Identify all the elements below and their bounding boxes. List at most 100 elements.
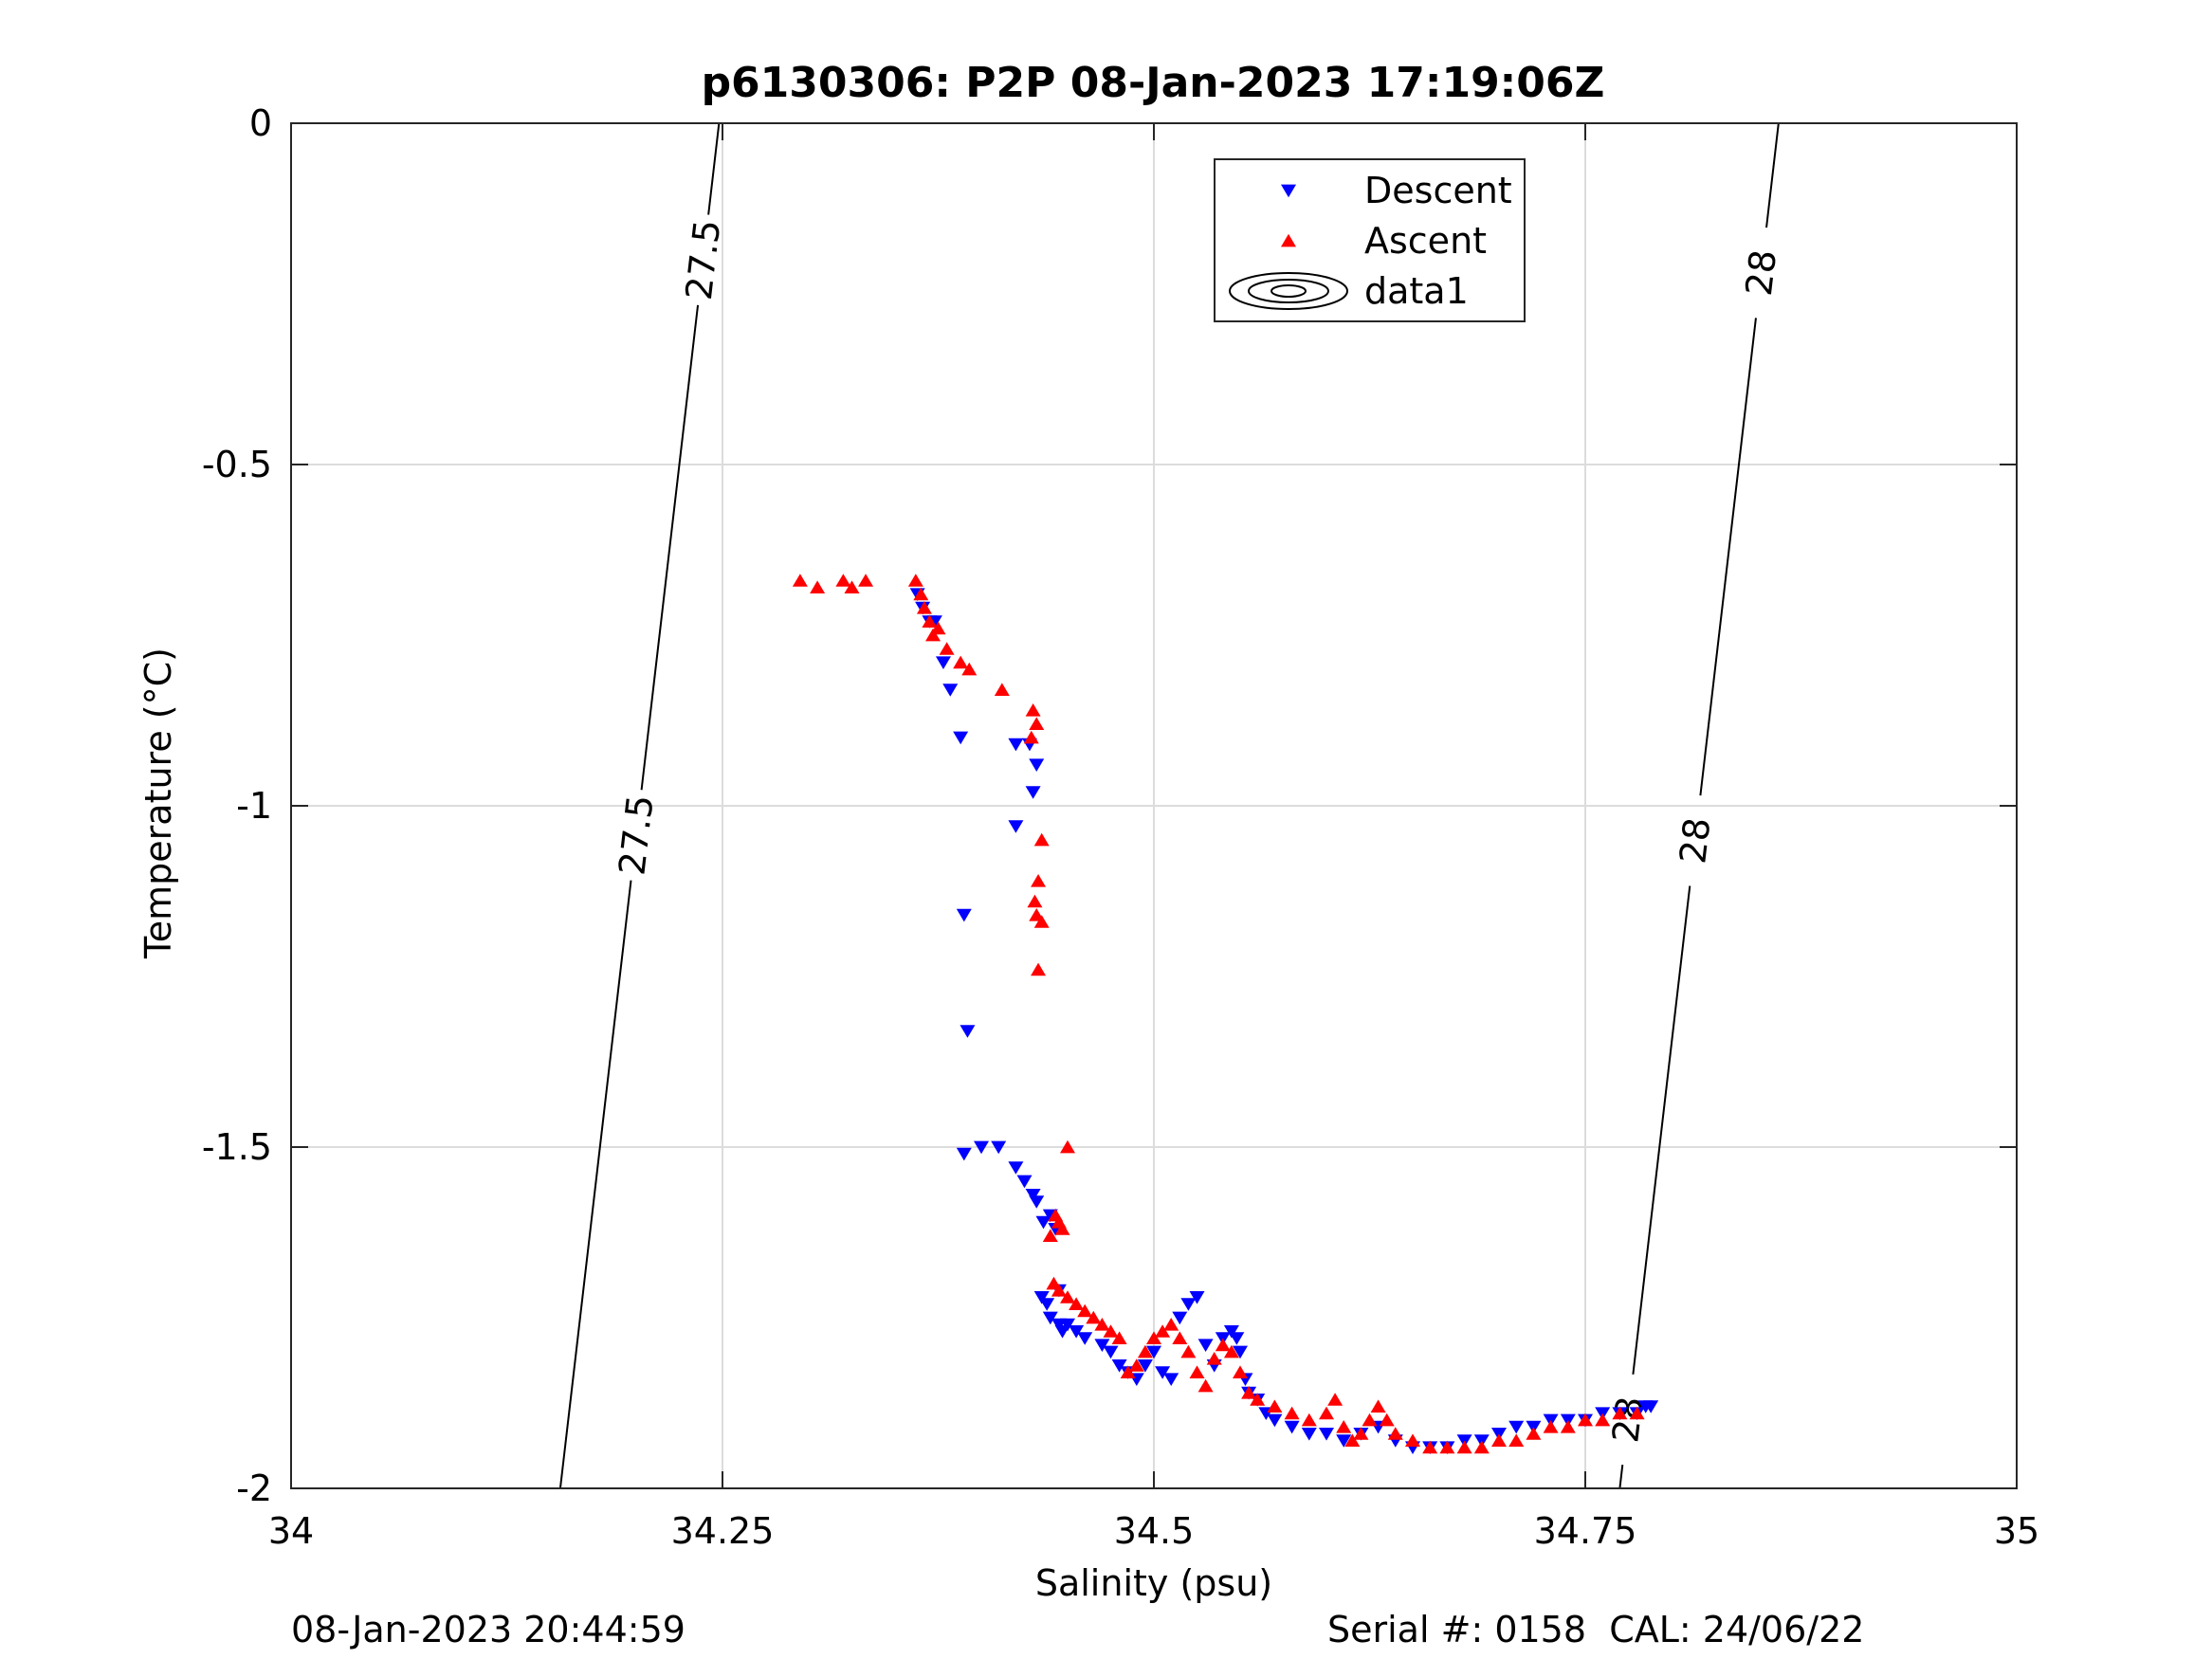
ascent-point: [1422, 1440, 1438, 1454]
descent-point: [1336, 1434, 1352, 1448]
descent-point: [942, 684, 959, 697]
ascent-point: [1094, 1318, 1110, 1331]
descent-point: [1284, 1420, 1300, 1434]
ascent-point: [1578, 1413, 1593, 1427]
descent-point: [1233, 1345, 1248, 1359]
legend-contour-marker: [1271, 284, 1307, 298]
contour-line-segment: [1699, 318, 1757, 796]
ascent-point: [1473, 1440, 1490, 1454]
ascent-point: [1327, 1393, 1344, 1406]
contour-label: 28: [1672, 815, 1718, 866]
descent-point: [1077, 1332, 1093, 1345]
descent-point: [1319, 1428, 1334, 1441]
contour-line-segment: [640, 304, 700, 791]
descent-point: [935, 656, 951, 669]
ascent-point: [1031, 874, 1047, 887]
ascent-point: [930, 621, 946, 635]
descent-point: [956, 1147, 972, 1161]
chart-title: p6130306: P2P 08-Jan-2023 17:19:06Z: [702, 59, 1605, 107]
ascent-point: [1387, 1427, 1403, 1440]
ascent-point: [810, 580, 826, 593]
descent-point: [1111, 1359, 1127, 1373]
descent-point: [1197, 1339, 1214, 1352]
ascent-point: [1042, 1229, 1058, 1242]
contour-line-segment: [1765, 122, 1780, 228]
ascent-point: [792, 574, 808, 587]
y-tick-label: -1: [236, 785, 272, 827]
descent-point: [1180, 1298, 1197, 1311]
descent-point: [1042, 1311, 1058, 1325]
descent-point: [1025, 1189, 1041, 1202]
descent-point: [1155, 1366, 1171, 1379]
descent-point: [1016, 1175, 1033, 1189]
x-tick-label: 34.5: [1114, 1510, 1195, 1552]
ascent-point: [1025, 703, 1041, 717]
ascent-point: [1029, 717, 1045, 730]
ascent-point: [1353, 1427, 1369, 1440]
ascent-point: [1120, 1365, 1136, 1378]
x-tick-label: 35: [1994, 1510, 2039, 1552]
ascent-point: [1336, 1420, 1352, 1433]
x-tick-label: 34: [268, 1510, 314, 1552]
legend-ascent-marker: [1281, 233, 1296, 247]
descent-point: [1103, 1345, 1119, 1359]
ascent-point: [1111, 1331, 1127, 1344]
ascent-point: [1439, 1440, 1455, 1454]
ascent-point: [1370, 1399, 1386, 1413]
axes: 34 34.25 34.5 34.75 35 0 -0.5 -1 -1.5 -2: [202, 102, 2039, 1552]
descent-point: [1008, 820, 1024, 833]
ascent-point: [1233, 1365, 1248, 1378]
y-tick-label: -1.5: [202, 1126, 272, 1168]
ascent-point: [1543, 1420, 1559, 1433]
ascent-point: [1250, 1393, 1266, 1406]
y-tick-label: -2: [236, 1468, 272, 1509]
ascent-point: [1344, 1433, 1361, 1447]
footer-timestamp: 08-Jan-2023 20:44:59: [291, 1609, 686, 1650]
ascent-point: [916, 601, 932, 614]
ascent-point: [1033, 832, 1050, 847]
descent-point: [1229, 1332, 1245, 1345]
ascent-point: [1491, 1433, 1507, 1447]
legend-label: Descent: [1364, 170, 1512, 211]
ascent-point: [1027, 894, 1043, 908]
y-tick-label: 0: [249, 102, 272, 144]
ascent-point: [1033, 915, 1050, 928]
ascent-point: [858, 574, 874, 587]
ascent-series: [792, 574, 1645, 1454]
contour-line-segment: [1632, 885, 1691, 1375]
descent-point: [1025, 786, 1041, 799]
descent-point: [953, 731, 969, 745]
descent-point: [1060, 1318, 1075, 1332]
descent-point: [1172, 1311, 1188, 1325]
contour-line-segment: [707, 122, 721, 215]
ascent-point: [1103, 1324, 1119, 1338]
ascent-point: [1060, 1290, 1075, 1304]
x-tick-label: 34.25: [671, 1510, 775, 1552]
legend-box: [1214, 158, 1526, 322]
legend: Descent Ascent data1: [1214, 158, 1526, 322]
ascent-point: [1526, 1427, 1542, 1440]
legend-label: Ascent: [1364, 220, 1487, 262]
ascent-point: [1146, 1331, 1161, 1344]
ascent-point: [1163, 1318, 1179, 1331]
ascent-point: [1189, 1365, 1205, 1378]
x-axis-label: Salinity (psu): [1035, 1562, 1272, 1604]
ascent-point: [961, 662, 978, 676]
ascent-point: [1284, 1406, 1300, 1420]
ascent-point: [1629, 1406, 1645, 1420]
ascent-point: [1086, 1310, 1102, 1324]
ascent-point: [1223, 1344, 1239, 1358]
x-tick-label: 34.75: [1534, 1510, 1637, 1552]
descent-point: [1508, 1420, 1525, 1434]
descent-point: [1643, 1400, 1659, 1413]
descent-point: [1163, 1373, 1179, 1386]
ascent-point: [953, 655, 969, 669]
legend-contour-marker: [1248, 279, 1329, 303]
ascent-point: [1215, 1338, 1231, 1352]
legend-descent-marker: [1281, 184, 1296, 198]
ascent-point: [913, 587, 929, 601]
descent-point: [974, 1140, 989, 1155]
ascent-point: [1379, 1413, 1395, 1427]
